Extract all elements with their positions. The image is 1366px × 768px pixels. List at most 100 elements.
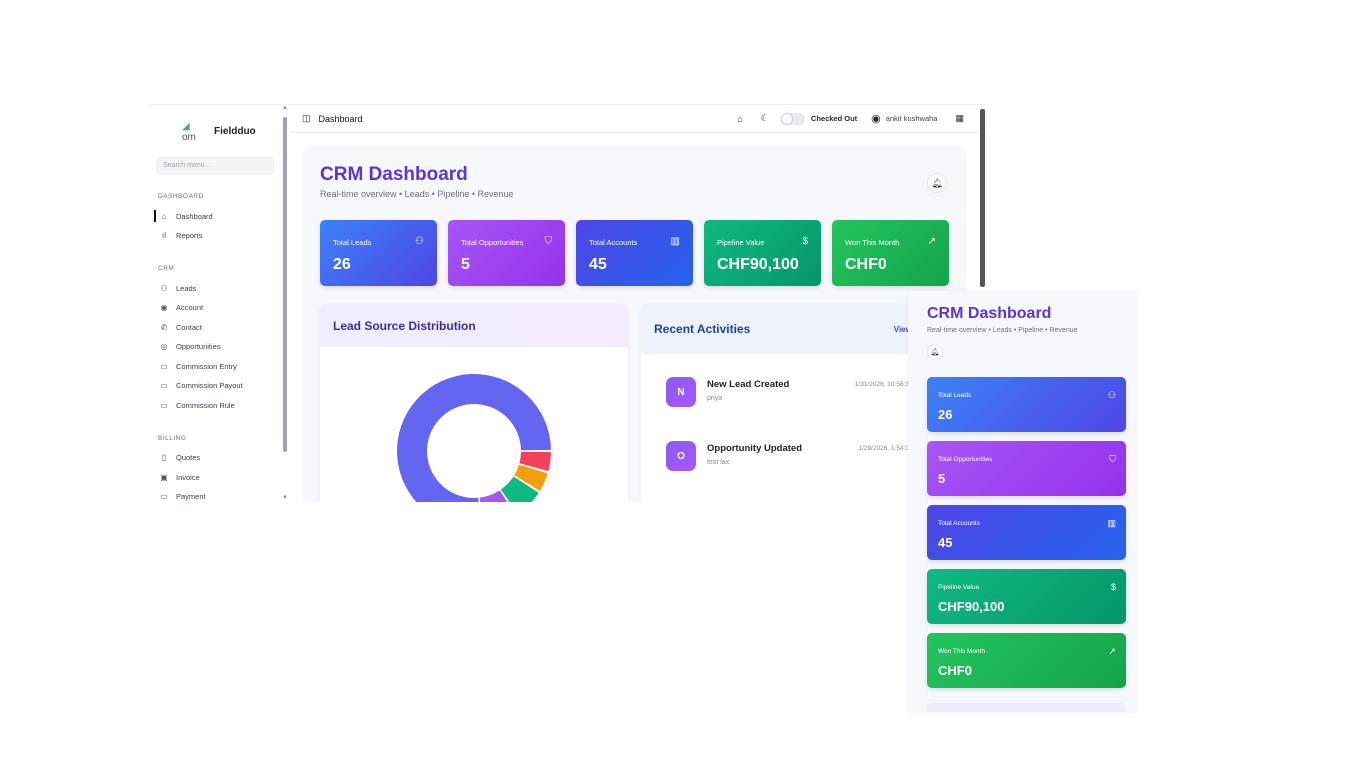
sidebar: ◢ om Fieldduo Search menu... DASHBOARD ⌂ Da…: [150, 105, 290, 502]
stat-card-total-accounts[interactable]: Total Accounts ▥ 45: [576, 220, 693, 286]
sidebar-item-label: Invoice: [176, 472, 200, 482]
handshake-icon: ⛉: [1109, 454, 1116, 464]
stat-value: CHF0: [938, 663, 972, 678]
sidebar-item-reports[interactable]: ıl Reports: [158, 229, 278, 243]
stat-label: Total Opportunities: [461, 238, 524, 247]
stat-value: 26: [333, 256, 351, 273]
notification-bell-icon[interactable]: 🔔︎: [927, 173, 947, 193]
user-circle-icon: ◉: [160, 303, 168, 312]
mobile-stat-card-total-accounts[interactable]: Total Accounts ▥ 45: [927, 505, 1126, 560]
sidebar-item-account[interactable]: ◉ Account: [158, 301, 278, 315]
activity-item[interactable]: N New Lead Created priya 1/31/2026, 10:5…: [641, 377, 909, 417]
activity-subtitle: test lax: [707, 459, 730, 466]
mobile-stat-card-pipeline-value[interactable]: Pipeline Value $ CHF90,100: [927, 569, 1126, 624]
activity-avatar: N: [666, 377, 696, 407]
sidebar-item-payment[interactable]: ▭ Payment: [158, 490, 278, 503]
brand-name: Fieldduo: [214, 126, 256, 137]
sidebar-item-dashboard[interactable]: ⌂ Dashboard: [154, 209, 278, 223]
donut-slice-purple[interactable]: [479, 490, 516, 502]
section-crm: CRM: [158, 265, 175, 272]
view-all-link[interactable]: View All: [893, 324, 909, 334]
stat-card-pipeline-value[interactable]: Pipeline Value $ CHF90,100: [704, 220, 821, 286]
sidebar-item-opportunities[interactable]: ◎ Opportunities: [158, 340, 278, 354]
sidebar-item-commission-payout[interactable]: ▭ Commission Payout: [158, 379, 278, 393]
scroll-down-icon[interactable]: ▼: [282, 495, 288, 501]
main-content: CRM Dashboard Real-time overview • Leads…: [303, 146, 966, 502]
card-icon: ▭: [160, 381, 168, 390]
stat-label: Total Accounts: [589, 238, 638, 247]
sidebar-toggle-icon[interactable]: ◫: [302, 113, 311, 123]
stat-card-total-opportunities[interactable]: Total Opportunities ⛉ 5: [448, 220, 565, 286]
sidebar-item-quotes[interactable]: ▯ Quotes: [158, 451, 278, 465]
card-icon: ▭: [160, 492, 168, 501]
sidebar-item-label: Payment: [176, 492, 206, 501]
stat-value: 5: [461, 256, 470, 273]
stat-card-total-leads[interactable]: Total Leads ⚇ 26: [320, 220, 437, 286]
stat-label: Total Opportunities: [938, 456, 993, 463]
sidebar-item-label: Account: [176, 303, 204, 312]
sidebar-item-commission-rule[interactable]: ▭ Commission Rule: [158, 398, 278, 412]
sidebar-item-label: Leads: [176, 283, 197, 293]
stat-label: Pipeline Value: [717, 238, 765, 247]
home-icon[interactable]: ⌂: [737, 113, 743, 124]
sidebar-item-label: Dashboard: [176, 211, 213, 221]
invoice-icon: ▣: [160, 472, 168, 482]
activity-subtitle: priya: [707, 395, 723, 402]
sidebar-item-label: Quotes: [176, 453, 201, 462]
target-icon: ◎: [160, 342, 168, 351]
dollar-icon: $: [1110, 582, 1116, 592]
search-menu-input[interactable]: Search menu...: [156, 157, 274, 175]
recent-activities-title: Recent Activities: [654, 322, 751, 336]
donut-slice-green[interactable]: [500, 476, 539, 502]
stat-value: 26: [938, 407, 953, 422]
sidebar-item-leads[interactable]: ⚇ Leads: [158, 281, 278, 295]
file-icon: ▯: [161, 453, 167, 462]
donut-slice-indigo[interactable]: [397, 374, 551, 502]
activity-title: Opportunity Updated: [707, 443, 802, 454]
building-icon: ▥: [1107, 518, 1116, 528]
moon-icon[interactable]: ☾: [760, 113, 769, 123]
trending-up-icon: ↗: [927, 236, 936, 247]
mobile-stat-card-total-opportunities[interactable]: Total Opportunities ⛉ 5: [927, 441, 1126, 496]
activity-time: 1/29/2026, 1:54:0: [858, 445, 909, 452]
sidebar-item-commission-entry[interactable]: ▭ Commission Entry: [158, 359, 278, 373]
sidebar-item-label: Commission Rule: [176, 400, 235, 410]
stat-label: Won This Month: [938, 648, 986, 655]
top-bar: ◫ Dashboard ⌂ ☾ Checked Out ◉ ankit kush…: [290, 105, 986, 133]
page-scrollbar[interactable]: [980, 109, 985, 287]
desktop-view: ◢ om Fieldduo Search menu... DASHBOARD ⌂ Da…: [150, 104, 986, 502]
activity-item[interactable]: O Opportunity Updated test lax 1/29/2026…: [641, 441, 909, 481]
donut-slice-red[interactable]: [519, 451, 551, 472]
stat-label: Total Accounts: [938, 520, 980, 527]
mobile-dashboard-subtitle: Real-time overview • Leads • Pipeline • …: [927, 327, 1078, 334]
sidebar-item-contact[interactable]: ✆ Contact: [158, 320, 278, 334]
user-icon[interactable]: ◉: [871, 113, 881, 125]
donut-slice-orange[interactable]: [514, 464, 548, 491]
users-icon: ⚇: [160, 283, 168, 293]
bar-chart-icon: ıl: [162, 231, 166, 240]
dollar-icon: $: [802, 236, 808, 247]
user-name[interactable]: ankit kushwaha: [885, 114, 938, 123]
sidebar-item-invoice[interactable]: ▣ Invoice: [158, 470, 278, 484]
stat-value: CHF0: [845, 256, 887, 273]
building-icon: ▥: [670, 236, 680, 247]
sidebar-item-label: Contact: [176, 322, 202, 332]
scroll-up-icon[interactable]: ▲: [282, 105, 288, 111]
stat-label: Won This Month: [845, 238, 900, 247]
mobile-stat-card-won-this-month[interactable]: Won This Month ↗ CHF0: [927, 633, 1126, 688]
activity-time: 1/31/2026, 10:58:3: [854, 381, 909, 388]
mobile-next-panel: [927, 703, 1126, 712]
lead-source-donut-chart: [397, 374, 551, 502]
mobile-stat-card-total-leads[interactable]: Total Leads ⚇ 26: [927, 377, 1126, 432]
home-icon: ⌂: [161, 211, 167, 221]
recent-activities-panel: Recent Activities View All N New Lead Cr…: [641, 304, 909, 502]
stat-value: 45: [589, 256, 607, 273]
stat-card-won-this-month[interactable]: Won This Month ↗ CHF0: [832, 220, 949, 286]
mobile-notification-bell-icon[interactable]: 🔔︎: [927, 344, 943, 360]
checkin-toggle[interactable]: [780, 112, 805, 125]
scrollbar-thumb[interactable]: [283, 117, 287, 452]
apps-grid-icon[interactable]: ▦: [955, 113, 964, 123]
stat-value: CHF90,100: [717, 256, 799, 273]
phone-icon: ✆: [160, 322, 168, 332]
activity-avatar: O: [666, 441, 696, 471]
